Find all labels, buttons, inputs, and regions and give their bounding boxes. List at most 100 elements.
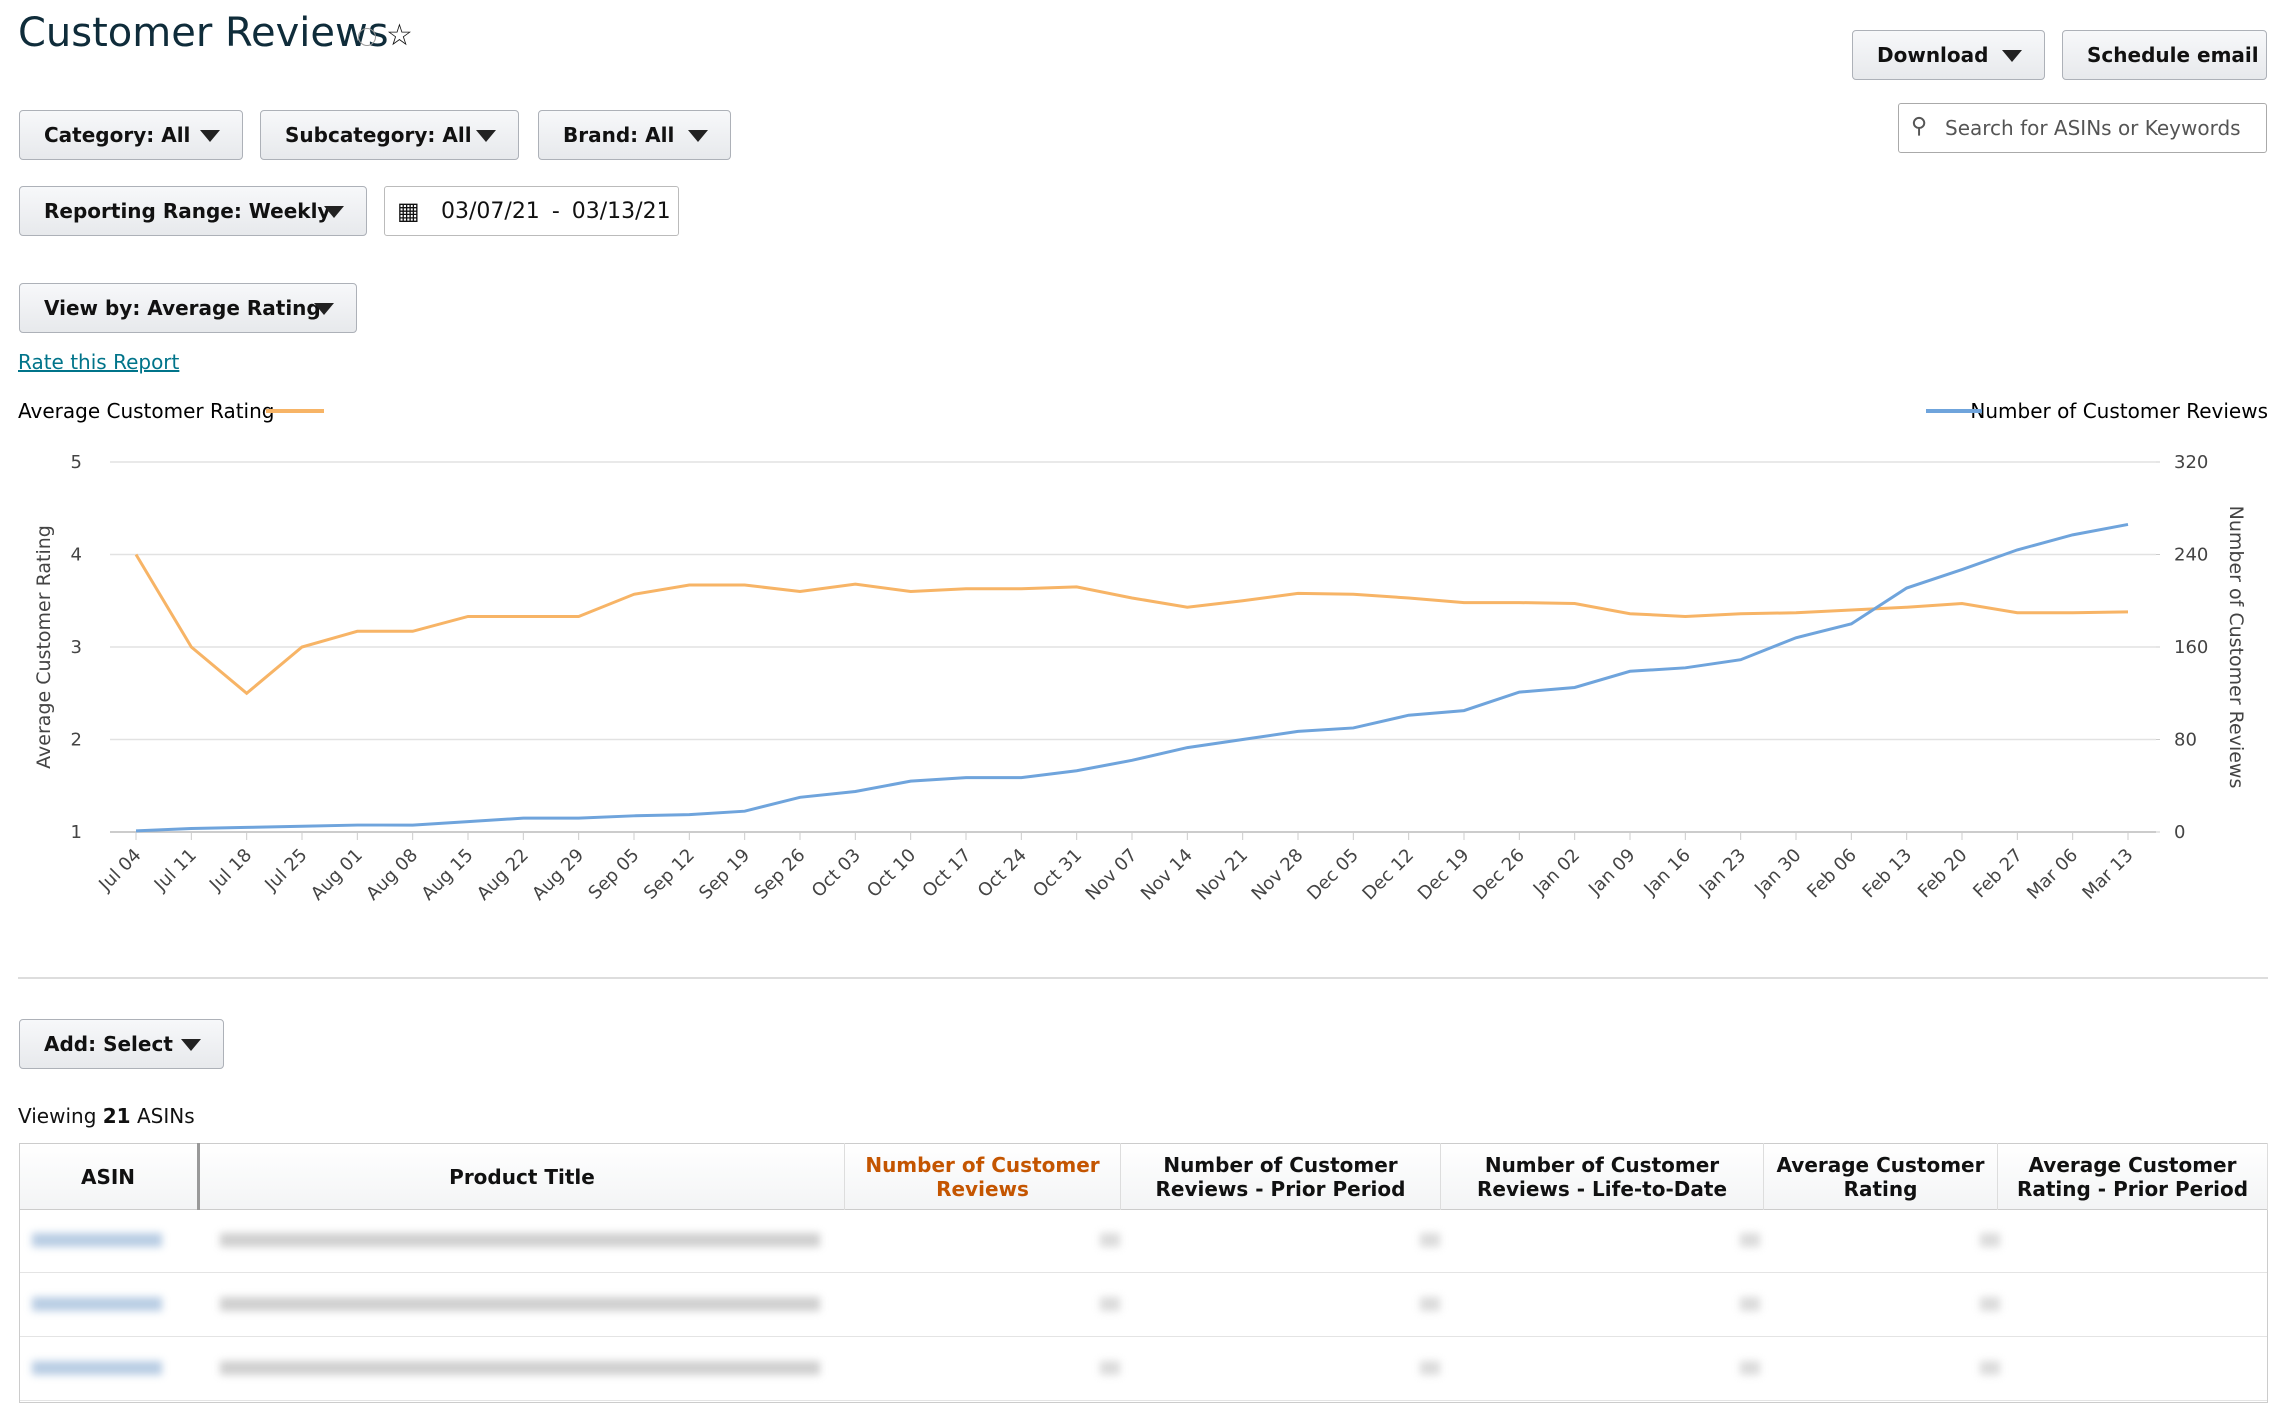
x-tick-label: Aug 08 xyxy=(362,845,422,905)
label: Reporting Range: Weekly xyxy=(44,199,331,223)
label: Add: Select xyxy=(44,1032,173,1056)
range-dropdown[interactable]: Reporting Range: Weekly xyxy=(19,186,367,236)
column-header[interactable]: Number of Customer Reviews - Life-to-Dat… xyxy=(1441,1143,1764,1210)
x-tick-label: Dec 19 xyxy=(1414,845,1474,905)
x-tick-label: Jul 18 xyxy=(205,845,256,896)
x-tick-label: Oct 03 xyxy=(808,845,865,902)
blurred-row xyxy=(20,1337,2267,1401)
y2-tick-label: 80 xyxy=(2174,730,2197,751)
label: Brand: All xyxy=(563,123,675,147)
x-tick-label: Sep 26 xyxy=(750,845,809,904)
x-tick-label: Jan 02 xyxy=(1529,845,1584,900)
y-tick-label: 3 xyxy=(71,637,82,658)
column-header[interactable]: Average Customer Rating - Prior Period xyxy=(1998,1143,2268,1210)
x-tick-label: Feb 20 xyxy=(1914,845,1972,903)
date-from[interactable]: 03/07/21 xyxy=(441,198,540,224)
date-sep: - xyxy=(551,198,560,224)
x-tick-label: Nov 28 xyxy=(1248,845,1308,905)
header-text: Number of Customer Reviews - Life-to-Dat… xyxy=(1476,1152,1728,1201)
series-line xyxy=(134,553,2129,696)
y2-tick-label: 240 xyxy=(2174,545,2208,566)
info-icon[interactable] xyxy=(358,28,376,46)
y2-tick-label: 160 xyxy=(2174,637,2208,658)
x-tick-label: Aug 22 xyxy=(473,845,533,905)
label: Subcategory: All xyxy=(285,123,472,147)
x-tick-label: Mar 06 xyxy=(2023,845,2082,904)
x-tick-label: Sep 19 xyxy=(695,845,754,904)
subcategory-dropdown[interactable]: Subcategory: All xyxy=(260,110,519,160)
legend-label: Average Customer Rating xyxy=(18,399,274,423)
x-tick-label: Dec 26 xyxy=(1469,845,1529,905)
x-tick-label: Feb 13 xyxy=(1859,845,1917,903)
separator xyxy=(18,977,2268,979)
column-header[interactable]: ASIN xyxy=(19,1143,200,1210)
prefix: Viewing xyxy=(18,1104,97,1128)
y2-tick-label: 0 xyxy=(2174,822,2185,843)
x-tick-label: Oct 17 xyxy=(918,845,975,902)
x-tick-label: Nov 07 xyxy=(1082,845,1142,905)
label: Schedule email xyxy=(2087,43,2259,67)
x-tick-label: Feb 06 xyxy=(1803,845,1861,903)
column-header[interactable]: Number of Customer Reviews xyxy=(845,1143,1121,1210)
x-tick-label: Jul 25 xyxy=(260,845,311,896)
column-header[interactable]: Product Title xyxy=(200,1143,845,1210)
x-tick-label: Jan 23 xyxy=(1695,845,1750,900)
blurred-row xyxy=(20,1209,2267,1273)
star-icon[interactable]: ☆ xyxy=(386,18,413,53)
rate-link[interactable]: Rate this Report xyxy=(18,350,180,374)
view-dropdown[interactable]: View by: Average Rating xyxy=(19,283,357,333)
label: View by: Average Rating xyxy=(44,296,321,320)
x-tick-label: Oct 31 xyxy=(1029,845,1086,902)
suffix: ASINs xyxy=(136,1104,195,1128)
x-tick-label: Jan 30 xyxy=(1750,845,1805,900)
x-tick-label: Dec 12 xyxy=(1358,845,1418,905)
header-text: Number of Customer Reviews - Prior Perio… xyxy=(1155,1152,1406,1201)
table-header xyxy=(20,1144,2267,1210)
placeholder: Search for ASINs or Keywords xyxy=(1945,116,2241,140)
date-to[interactable]: 03/13/21 xyxy=(571,198,671,224)
x-tick-label: Sep 12 xyxy=(640,845,699,904)
x-tick-label: Jul 11 xyxy=(150,845,201,896)
column-header[interactable]: Average Customer Rating xyxy=(1764,1143,1998,1210)
y-tick-label: 1 xyxy=(71,822,82,843)
y-axis-title: Average Customer Rating xyxy=(33,525,55,769)
header-text: Average Customer Rating xyxy=(1776,1152,1985,1201)
x-tick-label: Aug 29 xyxy=(528,845,588,905)
label: Download xyxy=(1877,43,1989,67)
search-box[interactable]: ⚲ Search for ASINs or Keywords xyxy=(1898,103,2267,153)
brand-dropdown[interactable]: Brand: All xyxy=(538,110,731,160)
blurred-row xyxy=(20,1273,2267,1337)
y2-tick-label: 320 xyxy=(2174,452,2208,473)
header-text: Number of Customer Reviews xyxy=(865,1152,1100,1201)
y-tick-label: 4 xyxy=(71,545,82,566)
add-dropdown[interactable]: Add: Select xyxy=(19,1019,224,1069)
series-line xyxy=(135,522,2129,833)
x-tick-label: Nov 14 xyxy=(1137,845,1197,905)
schedule-button[interactable]: Schedule email xyxy=(2062,30,2267,80)
x-tick-label: Oct 24 xyxy=(974,845,1031,902)
x-tick-label: Jul 04 xyxy=(94,845,145,896)
y-tick-label: 2 xyxy=(71,730,82,751)
x-tick-label: Sep 05 xyxy=(584,845,643,904)
x-tick-label: Aug 15 xyxy=(418,845,478,905)
date-range[interactable]: ▦ 03/07/21-03/13/21 xyxy=(384,186,679,236)
y2-axis-title: Number of Customer Reviews xyxy=(2225,506,2247,789)
count: 21 xyxy=(102,1104,131,1128)
x-tick-label: Jan 16 xyxy=(1639,845,1694,900)
column-header[interactable]: Number of Customer Reviews - Prior Perio… xyxy=(1121,1143,1441,1210)
viewing-count: Viewing 21 ASINs xyxy=(18,1104,195,1128)
download-button[interactable]: Download xyxy=(1852,30,2045,80)
x-tick-label: Oct 10 xyxy=(863,845,920,902)
label: Category: All xyxy=(44,123,191,147)
y-tick-label: 5 xyxy=(71,452,82,473)
chart: 1 2 3 4 5 0 80 160 240 320 Jul 04 Jul 11 Jul 18 Jul 2… xyxy=(18,399,2268,905)
category-dropdown[interactable]: Category: All xyxy=(19,110,243,160)
page-title: Customer Reviews xyxy=(18,10,389,56)
x-tick-label: Aug 01 xyxy=(307,845,367,905)
header-text: Average Customer Rating - Prior Period xyxy=(2016,1152,2249,1201)
x-tick-label: Dec 05 xyxy=(1303,845,1363,905)
header-text: Product Title xyxy=(449,1164,595,1189)
header-text: ASIN xyxy=(80,1164,136,1189)
x-tick-label: Mar 13 xyxy=(2078,845,2137,904)
